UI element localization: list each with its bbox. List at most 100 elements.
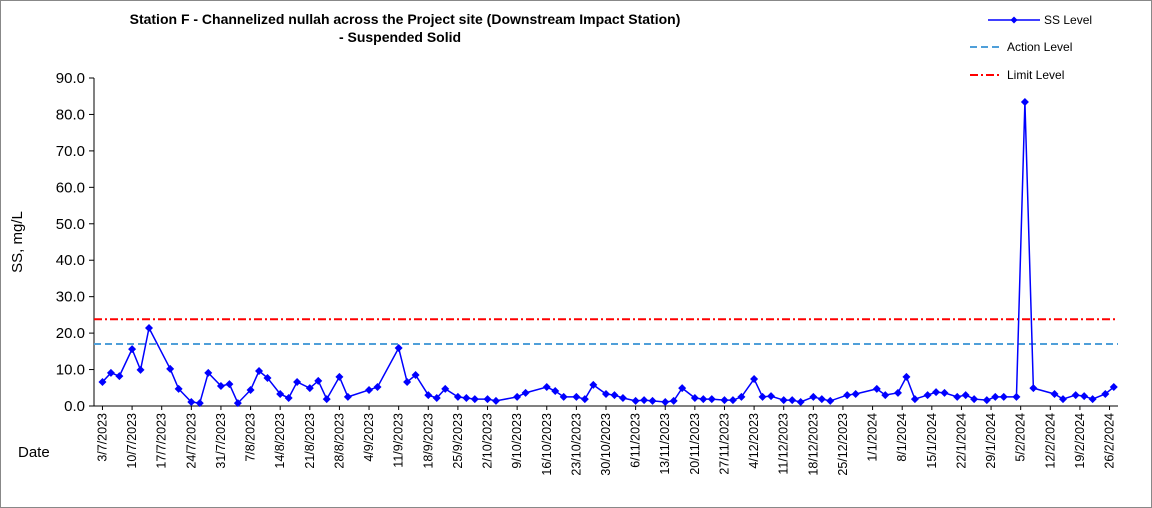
data-point — [953, 392, 962, 401]
data-point — [559, 392, 568, 401]
data-point — [1050, 389, 1059, 398]
data-point — [216, 381, 225, 390]
data-point — [982, 396, 991, 405]
y-tick-label: 50.0 — [56, 216, 85, 233]
data-point — [758, 392, 767, 401]
x-tick-label: 4/12/2023 — [747, 413, 761, 469]
data-point — [602, 389, 610, 398]
data-point — [263, 373, 272, 382]
data-point — [669, 396, 678, 405]
x-tick-label: 29/1/2024 — [984, 413, 998, 469]
data-point — [255, 367, 264, 376]
x-tick-label: 1/1/2024 — [866, 413, 880, 462]
x-tick-label: 5/2/2024 — [1014, 413, 1028, 462]
data-point — [690, 393, 699, 402]
data-point — [767, 392, 776, 401]
data-point — [1088, 395, 1097, 404]
data-point — [640, 396, 649, 405]
data-point — [893, 388, 902, 397]
data-point — [551, 387, 560, 396]
data-point — [843, 391, 852, 400]
data-point — [1058, 395, 1067, 404]
x-tick-label: 2/10/2023 — [481, 413, 495, 469]
x-tick-label: 17/7/2023 — [155, 413, 169, 469]
y-tick-label: 10.0 — [56, 362, 85, 379]
data-point — [1071, 391, 1080, 400]
data-point — [343, 392, 352, 401]
legend-label: Limit Level — [1007, 68, 1064, 82]
data-point — [991, 392, 1000, 401]
data-point — [115, 372, 124, 381]
data-point — [961, 391, 970, 400]
data-point — [276, 389, 285, 398]
legend-label: SS Level — [1044, 13, 1092, 27]
legend-label: Action Level — [1007, 40, 1072, 54]
data-point — [999, 392, 1008, 401]
data-point — [411, 371, 420, 380]
x-tick-label: 28/8/2023 — [332, 413, 346, 469]
x-tick-label: 26/2/2024 — [1103, 413, 1117, 469]
data-point — [572, 392, 581, 401]
y-tick-label: 20.0 — [56, 325, 85, 342]
data-point — [940, 388, 949, 397]
legend-marker — [1010, 16, 1018, 24]
data-point — [1109, 383, 1118, 392]
data-point — [678, 384, 687, 393]
x-tick-label: 14/8/2023 — [273, 413, 287, 469]
data-point — [225, 380, 234, 389]
data-point — [284, 393, 293, 402]
x-tick-label: 11/9/2023 — [392, 413, 406, 468]
x-tick-label: 16/10/2023 — [540, 413, 554, 476]
y-tick-label: 60.0 — [56, 179, 85, 196]
data-point — [174, 384, 183, 393]
data-point — [932, 388, 941, 397]
x-tick-label: 25/9/2023 — [451, 413, 465, 469]
x-tick-label: 23/10/2023 — [569, 413, 583, 476]
data-point — [788, 396, 797, 405]
data-point — [432, 393, 441, 402]
data-point — [699, 395, 708, 404]
data-point — [462, 393, 471, 402]
data-point — [98, 377, 107, 386]
data-point — [542, 383, 551, 392]
data-point — [910, 395, 919, 404]
data-point — [145, 324, 154, 333]
x-tick-label: 15/1/2024 — [925, 413, 939, 469]
x-tick-label: 11/12/2023 — [777, 413, 791, 475]
data-point — [902, 372, 911, 381]
data-point — [204, 368, 213, 377]
data-point — [648, 396, 657, 405]
data-point — [394, 344, 403, 353]
data-point — [195, 399, 204, 408]
x-tick-label: 21/8/2023 — [303, 413, 317, 469]
x-tick-label: 24/7/2023 — [184, 413, 198, 469]
data-point — [293, 377, 302, 386]
data-point — [720, 396, 729, 405]
y-tick-label: 90.0 — [56, 70, 85, 87]
data-point — [233, 399, 242, 408]
data-point — [403, 377, 412, 386]
data-point — [872, 384, 881, 393]
y-tick-label: 0.0 — [64, 398, 85, 415]
data-point — [513, 392, 522, 401]
x-tick-label: 13/11/2023 — [658, 413, 672, 475]
data-point — [923, 391, 932, 400]
data-point — [106, 368, 115, 377]
data-point — [128, 345, 137, 354]
data-point — [826, 396, 835, 405]
data-point — [365, 385, 374, 394]
x-tick-label: 18/9/2023 — [421, 413, 435, 469]
x-tick-label: 3/7/2023 — [95, 413, 109, 462]
data-point — [335, 372, 344, 381]
x-tick-label: 7/8/2023 — [244, 413, 258, 462]
data-point — [322, 395, 331, 404]
data-point — [1080, 392, 1089, 401]
data-point — [779, 396, 788, 405]
data-point — [631, 396, 640, 405]
data-point — [1029, 384, 1038, 393]
x-tick-label: 19/2/2024 — [1073, 413, 1087, 469]
y-tick-label: 30.0 — [56, 289, 85, 306]
data-point — [166, 364, 175, 373]
x-tick-label: 22/1/2024 — [954, 413, 968, 469]
data-point — [373, 383, 382, 392]
